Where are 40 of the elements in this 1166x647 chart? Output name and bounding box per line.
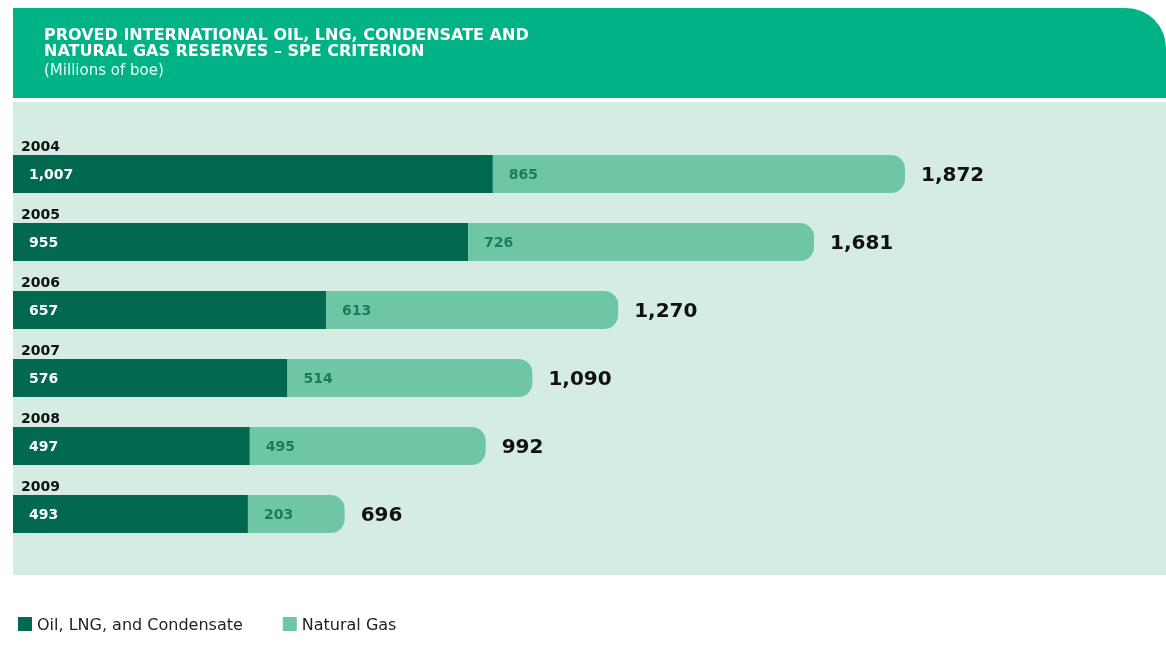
legend-label: Oil, LNG, and Condensate (37, 614, 243, 634)
bar (326, 291, 619, 329)
total-label: 1,681 (830, 230, 894, 254)
data-label: 657 (29, 302, 59, 318)
bar (287, 359, 533, 397)
data-label: 613 (342, 302, 372, 318)
y-tick-label: 2004 (21, 138, 61, 154)
total-label: 1,090 (548, 366, 612, 390)
data-label: 495 (265, 438, 296, 454)
data-label: 576 (29, 370, 59, 386)
bar (468, 223, 815, 261)
bar (13, 223, 469, 261)
bar (13, 359, 288, 397)
data-label: 514 (303, 370, 333, 386)
bar (492, 155, 906, 193)
y-tick-label: 2005 (21, 206, 60, 222)
total-label: 1,872 (921, 162, 985, 186)
y-tick-label: 2008 (21, 410, 60, 426)
bar (247, 495, 345, 533)
data-label: 1,007 (29, 166, 74, 182)
y-tick-label: 2007 (21, 342, 60, 358)
chart-subtitle: (Millions of boe) (44, 61, 164, 79)
data-label: 865 (508, 166, 539, 182)
total-label: 1,270 (634, 298, 698, 322)
total-label: 696 (360, 502, 403, 526)
bar (13, 495, 248, 533)
data-label: 203 (263, 506, 294, 522)
bar (13, 291, 327, 329)
y-tick-label: 2009 (21, 478, 60, 494)
bar (13, 427, 250, 465)
data-label: 726 (484, 234, 514, 250)
total-label: 992 (501, 434, 544, 458)
legend-label: Natural Gas (301, 614, 397, 634)
data-label: 497 (29, 438, 59, 454)
bar (13, 155, 493, 193)
bar (249, 427, 486, 465)
data-label: 955 (29, 234, 59, 250)
y-tick-label: 2006 (21, 274, 60, 290)
chart-title: PROVED INTERNATIONAL OIL, LNG, CONDENSATE AND NATURAL GAS RESERVES – SPE CRITERION (44, 25, 529, 60)
data-label: 493 (29, 506, 59, 522)
